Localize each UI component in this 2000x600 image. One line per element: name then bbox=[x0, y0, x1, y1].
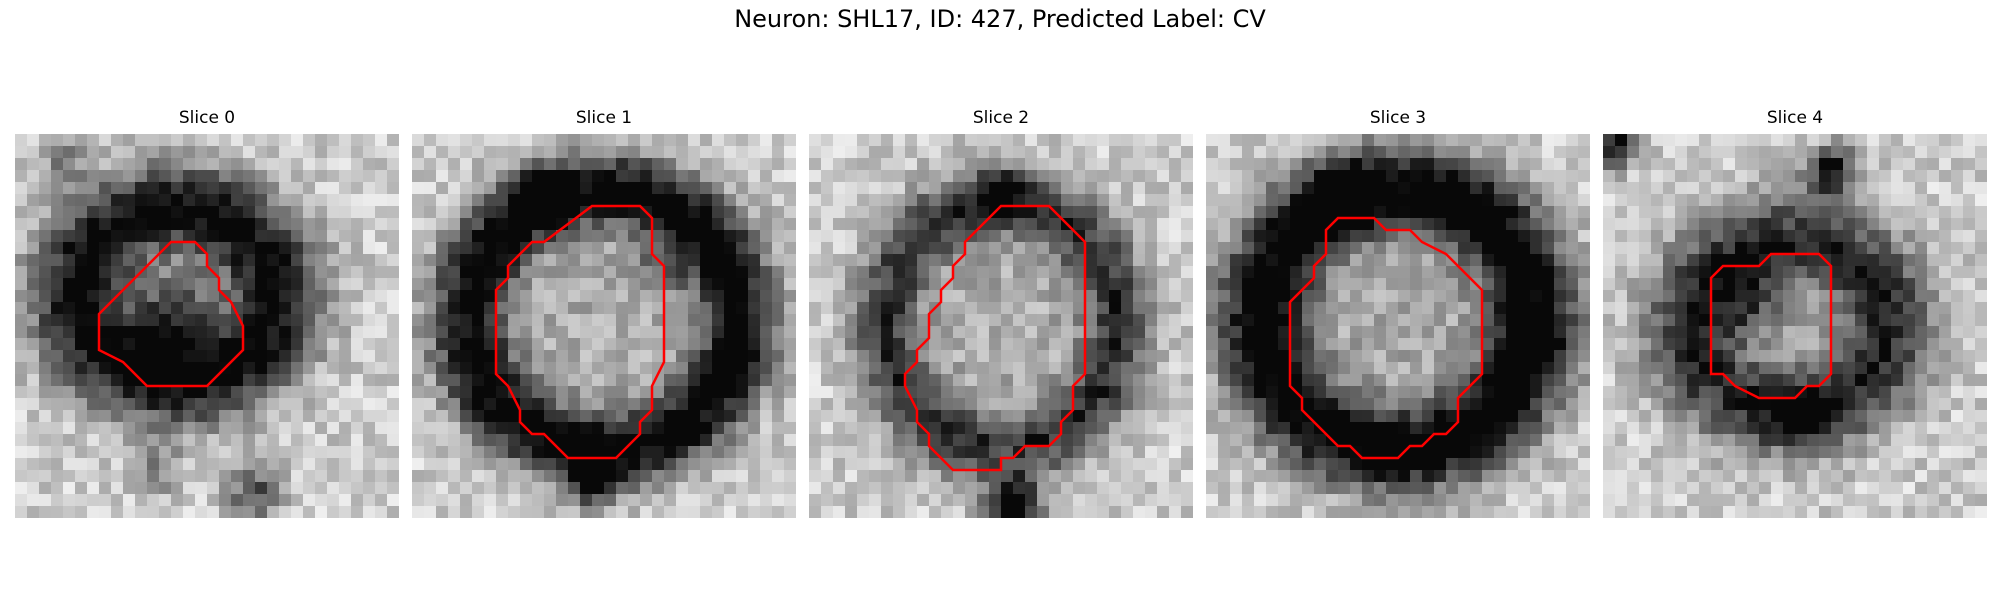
segmentation-contour bbox=[1288, 216, 1484, 460]
segmentation-contour bbox=[97, 240, 245, 388]
slice-panel-2: Slice 2 bbox=[809, 108, 1193, 518]
slice-image bbox=[15, 134, 399, 518]
slice-image bbox=[1206, 134, 1590, 518]
slice-title: Slice 1 bbox=[575, 108, 633, 128]
segmentation-contour bbox=[494, 204, 666, 460]
segmentation-contour bbox=[903, 204, 1087, 472]
figure-title: Neuron: SHL17, ID: 427, Predicted Label:… bbox=[734, 5, 1266, 33]
slice-panel-3: Slice 3 bbox=[1206, 108, 1590, 518]
slice-image bbox=[809, 134, 1193, 518]
segmentation-contour bbox=[1709, 252, 1833, 400]
slice-image bbox=[412, 134, 796, 518]
slice-title: Slice 0 bbox=[178, 108, 236, 128]
slice-title: Slice 4 bbox=[1766, 108, 1824, 128]
slice-title: Slice 2 bbox=[972, 108, 1030, 128]
slice-image bbox=[1603, 134, 1987, 518]
slice-panel-1: Slice 1 bbox=[412, 108, 796, 518]
slice-title: Slice 3 bbox=[1369, 108, 1427, 128]
slice-panel-0: Slice 0 bbox=[15, 108, 399, 518]
slice-panel-4: Slice 4 bbox=[1603, 108, 1987, 518]
